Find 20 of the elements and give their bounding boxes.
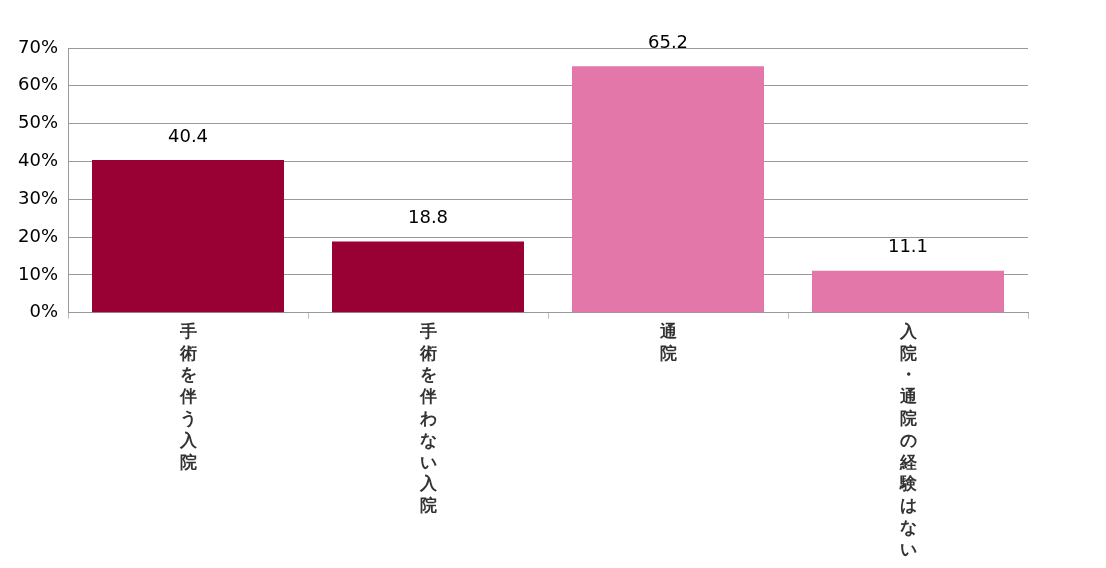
y-tick-label: 50% — [17, 111, 59, 133]
bar — [572, 66, 764, 313]
y-tick-label: 40% — [17, 149, 59, 171]
y-tick-label: 20% — [17, 224, 59, 246]
y-tick-label: 70% — [17, 35, 59, 57]
data-label: 65.2 — [647, 30, 689, 52]
x-tick-label: 通院 — [658, 320, 677, 363]
y-tick-label: 60% — [17, 73, 59, 95]
category-label: 入院・通院の経験はない — [899, 320, 917, 559]
y-tick-label: 10% — [17, 262, 59, 284]
data-label: 18.8 — [407, 206, 449, 228]
data-label: 40.4 — [167, 124, 209, 146]
bar — [92, 159, 285, 313]
data-label: 11.1 — [887, 235, 929, 257]
bar — [812, 270, 1004, 313]
category-label: 手術を伴わない入院 — [419, 320, 437, 516]
bar — [332, 241, 524, 313]
y-tick-label: 30% — [17, 186, 59, 208]
x-tick-label: 手術を伴う入院 — [178, 320, 198, 472]
y-tick-label: 0% — [29, 300, 59, 322]
